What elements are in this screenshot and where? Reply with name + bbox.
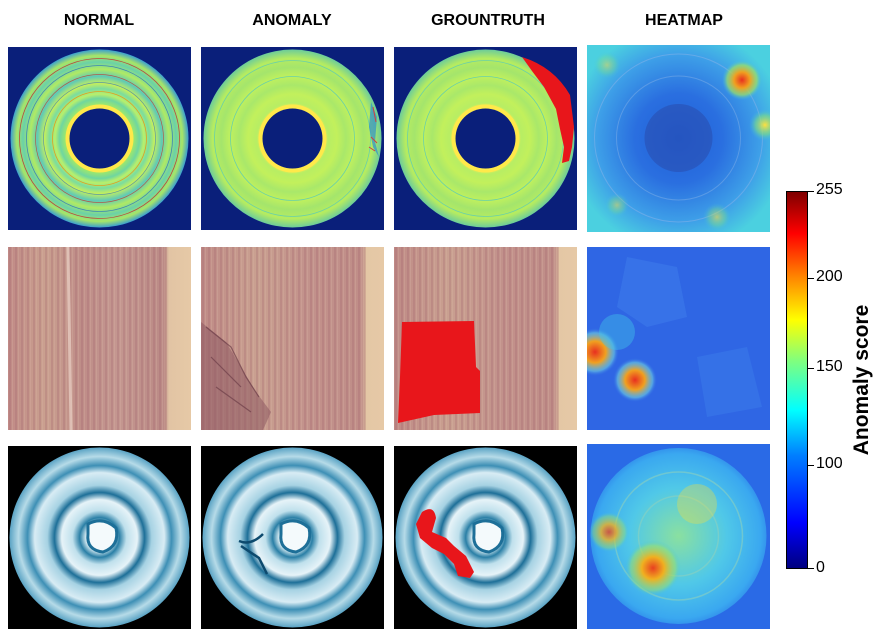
colorbar-tick-label: 100 xyxy=(816,455,843,472)
groundtruth-mask xyxy=(416,509,474,578)
disc-normal-image xyxy=(8,47,191,230)
wood-anomaly-image xyxy=(201,247,384,430)
colorbar-title: Anomaly score xyxy=(850,304,873,456)
colorbar-tick xyxy=(808,368,814,369)
colorbar-tick-label: 255 xyxy=(816,181,843,198)
column-title-heatmap: HEATMAP xyxy=(645,12,723,29)
wood-heatmap-image xyxy=(587,247,770,430)
disc-heatmap-image xyxy=(587,45,770,232)
colorbar-tick xyxy=(808,191,814,192)
wood-normal-image xyxy=(8,247,191,430)
colorbar-tick xyxy=(808,568,814,569)
tree-groundtruth-image xyxy=(394,446,577,629)
wood-groundtruth-image xyxy=(394,247,577,430)
colorbar xyxy=(786,191,808,569)
tree-normal-image xyxy=(8,446,191,629)
colorbar-tick xyxy=(808,465,814,466)
tree-heatmap-image xyxy=(587,444,770,629)
colorbar-tick-label: 200 xyxy=(816,268,843,285)
colorbar-tick-label: 0 xyxy=(816,559,825,576)
groundtruth-mask xyxy=(398,321,480,423)
colorbar-tick-label: 150 xyxy=(816,358,843,375)
column-title-groundtruth: GROUNTRUTH xyxy=(431,12,545,29)
tree-anomaly-image xyxy=(201,446,384,629)
column-title-anomaly: ANOMALY xyxy=(252,12,332,29)
column-title-normal: NORMAL xyxy=(63,12,135,29)
colorbar-tick xyxy=(808,278,814,279)
disc-anomaly-image xyxy=(201,47,384,230)
disc-groundtruth-image xyxy=(394,47,577,230)
groundtruth-mask xyxy=(522,57,574,163)
